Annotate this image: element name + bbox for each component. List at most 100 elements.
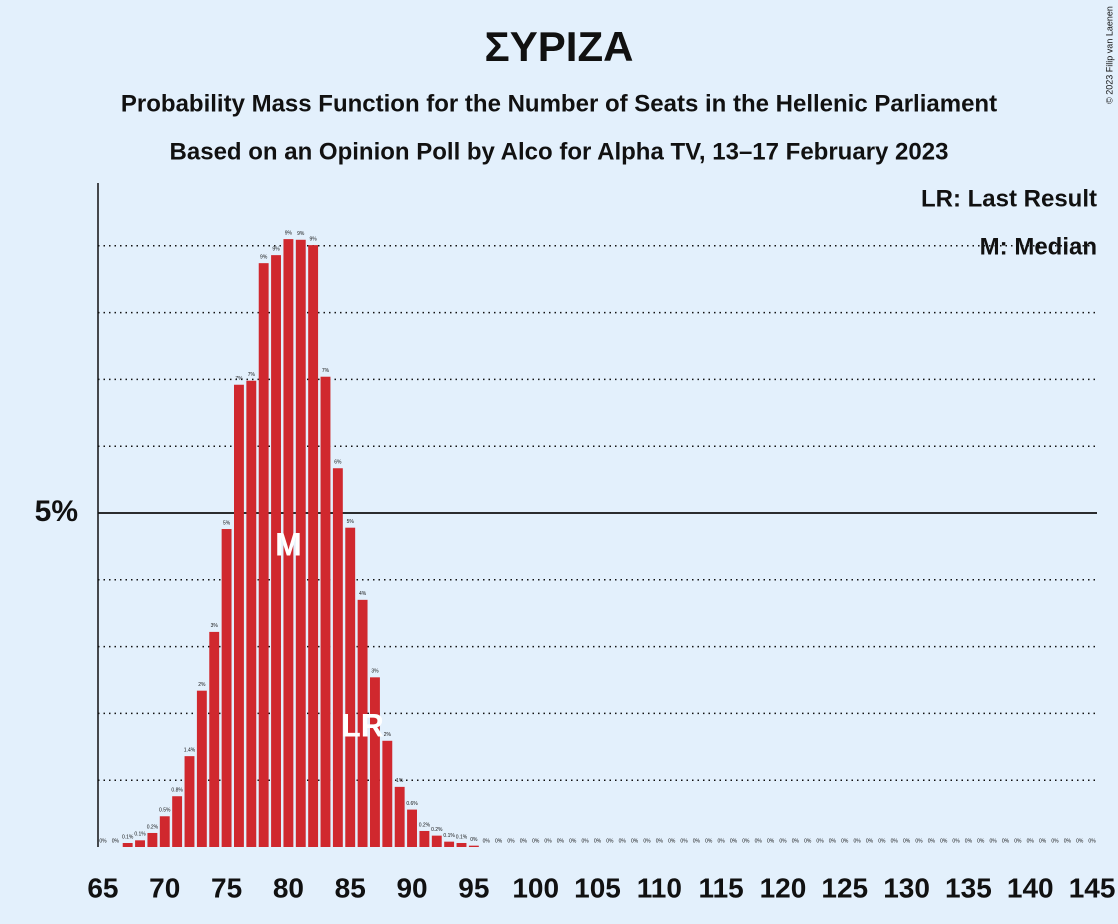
value-label: 0% [544,838,552,844]
chart-subtitle: Probability Mass Function for the Number… [121,90,997,117]
value-label: 0% [755,838,763,844]
bar [196,690,207,847]
bar [382,740,393,847]
x-tick-label: 90 [396,872,427,903]
value-label: 0% [792,838,800,844]
value-label: 0% [606,838,614,844]
value-label: 4% [359,591,367,597]
x-tick-label: 120 [760,872,807,903]
value-label: 0% [1051,838,1059,844]
value-label: 0% [779,838,787,844]
x-tick-label: 140 [1007,872,1054,903]
copyright: © 2023 Filip van Laenen [1104,6,1114,104]
bar [394,786,405,847]
value-label: 0% [1076,838,1084,844]
x-tick-label: 105 [574,872,621,903]
value-label: 0.2% [419,822,431,828]
bar [357,599,368,847]
bar [332,468,343,847]
bar [407,809,417,847]
value-label: 1% [396,778,404,784]
bar [320,376,331,847]
value-label: 7% [248,372,256,378]
value-label: 0% [952,838,960,844]
value-label: 0.1% [443,833,455,839]
x-tick-label: 85 [335,872,366,903]
value-label: 0% [841,838,849,844]
value-label: 0% [878,838,886,844]
value-label: 0% [854,838,862,844]
value-label: 0.1% [122,834,134,840]
bar [258,263,269,847]
x-tick-label: 80 [273,872,304,903]
bar [221,529,232,847]
value-label: 0% [569,838,577,844]
bar [172,796,183,847]
value-label: 9% [310,236,318,242]
bar [456,842,467,847]
bar [283,239,294,847]
x-tick-label: 145 [1069,872,1116,903]
bar [308,245,319,847]
value-label: 0% [112,838,120,844]
legend-entry: M: Median [980,233,1097,260]
value-label: 9% [297,231,305,237]
value-label: 0% [619,838,627,844]
bar [159,816,170,847]
value-label: 0% [557,838,565,844]
chart-title: ΣΥΡΙΖΑ [485,23,634,70]
bar [246,380,257,847]
value-label: 3% [371,669,379,675]
value-label: 0% [1027,838,1035,844]
value-label: 5% [347,519,355,525]
bar [271,255,281,847]
value-label: 0% [680,838,688,844]
value-label: 0% [532,838,540,844]
value-label: 0% [903,838,911,844]
value-label: 1.4% [184,747,196,753]
value-label: 0% [891,838,899,844]
value-label: 0% [643,838,651,844]
value-label: 0% [656,838,664,844]
value-label: 3% [211,623,219,629]
value-label: 0.1% [456,834,468,840]
bar [184,756,195,847]
value-label: 0% [520,838,528,844]
value-label: 2% [384,732,392,738]
bar [147,832,158,847]
bar [468,845,479,847]
value-label: 0% [1064,838,1072,844]
value-label: 0% [693,838,701,844]
value-label: 0% [965,838,973,844]
value-label: 0% [990,838,998,844]
bar [370,677,380,847]
value-label: 6% [334,460,342,466]
value-label: 0% [1014,838,1022,844]
value-label: 0% [816,838,824,844]
value-label: 0% [866,838,874,844]
value-label: 0% [767,838,775,844]
bar [135,840,145,847]
value-label: 2% [198,682,206,688]
marker-label: M [275,526,302,562]
value-label: 0% [631,838,639,844]
value-label: 0% [483,838,491,844]
value-label: 0% [594,838,602,844]
bar [345,527,356,847]
value-label: 0.1% [134,832,146,838]
bar [234,384,244,847]
x-tick-label: 110 [637,872,682,903]
x-tick-label: 125 [821,872,868,903]
marker-label: LR [341,707,384,743]
value-label: 0% [977,838,985,844]
value-label: 0% [507,838,515,844]
value-label: 0% [668,838,676,844]
value-label: 9% [285,230,293,236]
value-label: 0% [915,838,923,844]
x-tick-label: 130 [883,872,930,903]
x-tick-label: 95 [458,872,489,903]
bar [295,239,306,847]
value-label: 9% [260,254,268,260]
